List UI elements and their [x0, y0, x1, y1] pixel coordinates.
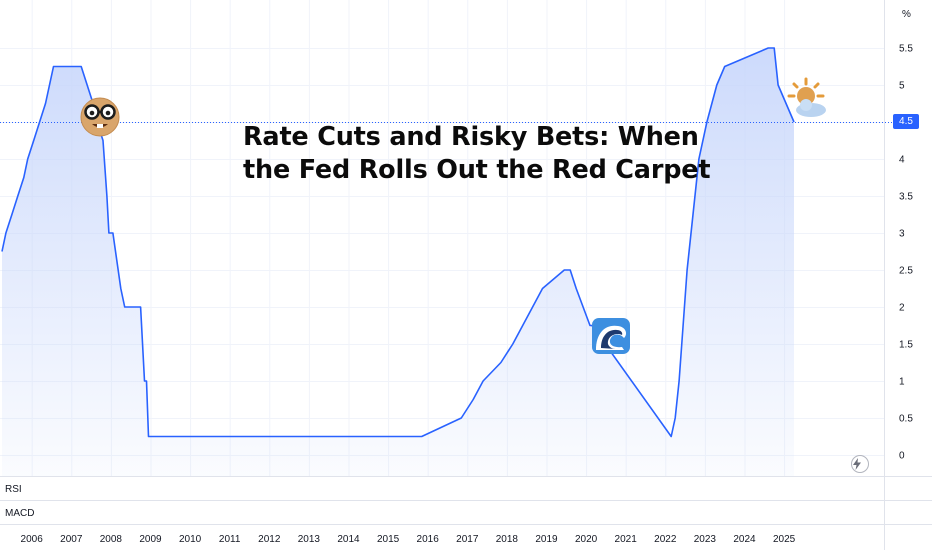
- x-axis: 2006 2007 2008 2009 2010 2011 2012 2013 2014 2015…: [21, 534, 796, 545]
- rsi-pane-label[interactable]: RSI: [5, 484, 22, 495]
- area-layer: [1, 47, 795, 476]
- x-tick-label: 2017: [456, 534, 479, 545]
- x-tick-label: 2016: [417, 534, 440, 545]
- y-tick-label: 0.5: [899, 414, 913, 425]
- x-tick-label: 2024: [733, 534, 756, 545]
- x-tick-label: 2022: [654, 534, 677, 545]
- x-tick-label: 2014: [337, 534, 360, 545]
- y-tick-label: 3.5: [899, 192, 913, 203]
- x-tick-label: 2007: [60, 534, 83, 545]
- y-tick-label: 1: [899, 377, 905, 388]
- x-tick-label: 2021: [615, 534, 638, 545]
- x-tick-label: 2025: [773, 534, 796, 545]
- x-tick-label: 2020: [575, 534, 598, 545]
- macd-pane-label[interactable]: MACD: [5, 508, 34, 519]
- y-tick-label: 3: [899, 229, 905, 240]
- x-tick-label: 2006: [21, 534, 44, 545]
- x-tick-label: 2010: [179, 534, 202, 545]
- x-tick-label: 2023: [694, 534, 717, 545]
- area-fill: [2, 48, 794, 476]
- x-tick-label: 2008: [100, 534, 123, 545]
- y-tick-label: 1.5: [899, 340, 913, 351]
- x-tick-label: 2013: [298, 534, 321, 545]
- y-axis: 00.511.522.533.544.555.5: [899, 44, 913, 462]
- y-tick-label: 2.5: [899, 266, 913, 277]
- y-tick-label: 5: [899, 81, 905, 92]
- y-tick-label: 5.5: [899, 44, 913, 55]
- x-tick-label: 2015: [377, 534, 400, 545]
- current-price-badge: 4.5: [893, 114, 919, 129]
- y-tick-label: 0: [899, 451, 905, 462]
- x-tick-label: 2009: [139, 534, 162, 545]
- x-tick-label: 2011: [219, 534, 241, 545]
- y-tick-label: 4: [899, 155, 905, 166]
- sun-behind-cloud-emoji-icon: [787, 77, 826, 117]
- wave-emoji-icon: [592, 318, 630, 354]
- lightning-bolt-icon[interactable]: [851, 455, 869, 473]
- x-tick-label: 2019: [535, 534, 558, 545]
- x-tick-label: 2012: [258, 534, 281, 545]
- unit-label: %: [902, 9, 911, 20]
- x-tick-label: 2018: [496, 534, 519, 545]
- nerd-face-emoji-icon: [80, 97, 120, 137]
- chart-overlay-title: Rate Cuts and Risky Bets: When the Fed R…: [243, 122, 711, 185]
- rate-series-line: [1, 47, 795, 438]
- y-tick-label: 2: [899, 303, 905, 314]
